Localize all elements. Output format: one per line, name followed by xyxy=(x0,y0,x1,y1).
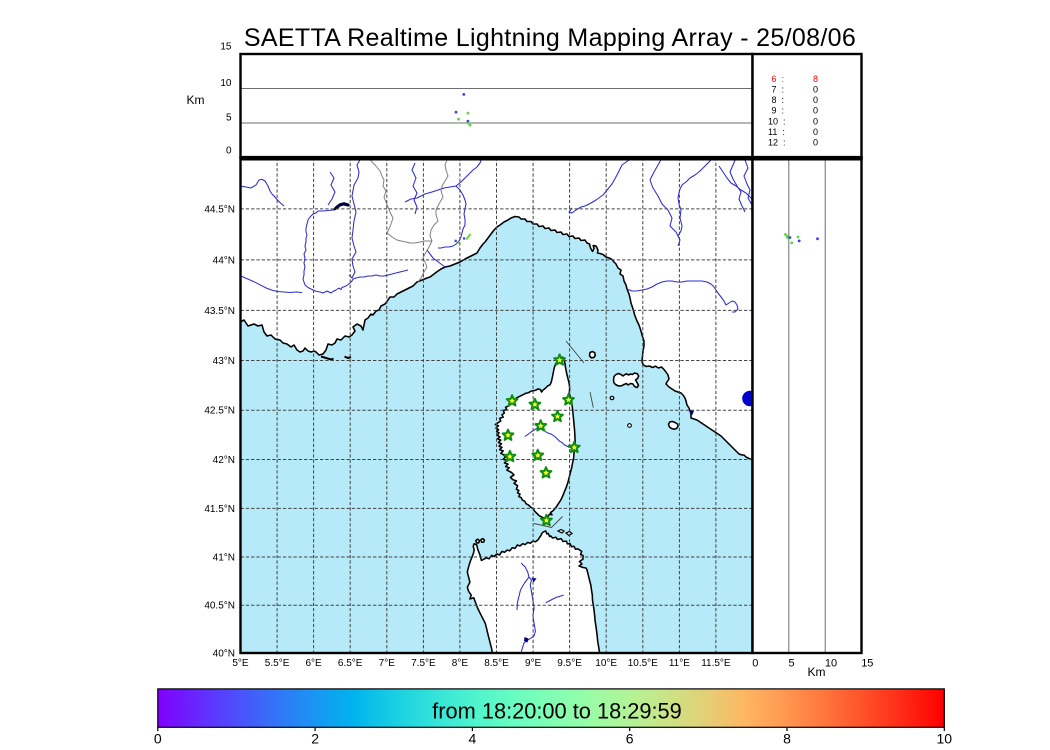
svg-text:15: 15 xyxy=(861,658,873,670)
svg-text:9.5°E: 9.5°E xyxy=(557,658,582,669)
svg-text:43.5°N: 43.5°N xyxy=(204,306,235,317)
svg-text:43°N: 43°N xyxy=(213,356,235,367)
svg-text:7°E: 7°E xyxy=(379,658,396,669)
svg-text:11 :: 11 : xyxy=(768,127,785,137)
svg-text:8 :: 8 : xyxy=(772,95,785,105)
svg-text:6 :: 6 : xyxy=(772,74,785,84)
svg-text:0: 0 xyxy=(226,146,232,157)
svg-text:8.5°E: 8.5°E xyxy=(484,658,509,669)
svg-text:0: 0 xyxy=(813,137,818,147)
svg-text:10 :: 10 : xyxy=(768,116,786,126)
svg-text:0: 0 xyxy=(154,731,162,747)
svg-text:9 :: 9 : xyxy=(772,106,785,116)
svg-text:0: 0 xyxy=(813,116,818,126)
svg-text:42.5°N: 42.5°N xyxy=(204,406,235,417)
svg-text:10°E: 10°E xyxy=(595,658,617,669)
svg-text:44.5°N: 44.5°N xyxy=(204,204,235,215)
svg-text:8: 8 xyxy=(813,74,818,84)
svg-text:8: 8 xyxy=(783,731,791,747)
svg-text:10: 10 xyxy=(220,78,232,89)
svg-text:5: 5 xyxy=(789,658,795,670)
svg-text:0: 0 xyxy=(813,95,818,105)
svg-text:15: 15 xyxy=(220,42,232,53)
svg-text:11.5°E: 11.5°E xyxy=(701,658,731,669)
svg-text:0: 0 xyxy=(813,127,818,137)
svg-text:Km: Km xyxy=(187,93,205,107)
svg-text:7.5°E: 7.5°E xyxy=(411,658,436,669)
svg-text:0: 0 xyxy=(813,85,818,95)
svg-text:6: 6 xyxy=(626,731,634,747)
svg-text:6.5°E: 6.5°E xyxy=(338,658,363,669)
svg-text:40.5°N: 40.5°N xyxy=(204,601,235,612)
svg-text:Km: Km xyxy=(808,665,826,679)
svg-text:5°E: 5°E xyxy=(232,658,249,669)
svg-text:0: 0 xyxy=(752,658,758,670)
svg-text:SAETTA Realtime Lightning Mapp: SAETTA Realtime Lightning Mapping Array … xyxy=(244,24,856,52)
svg-text:9°E: 9°E xyxy=(525,658,542,669)
svg-text:10: 10 xyxy=(937,731,953,747)
svg-text:5.5°E: 5.5°E xyxy=(265,658,290,669)
svg-text:7 :: 7 : xyxy=(772,85,785,95)
svg-text:5: 5 xyxy=(226,113,232,124)
svg-text:from 18:20:00 to 18:29:59: from 18:20:00 to 18:29:59 xyxy=(432,698,682,723)
svg-text:41.5°N: 41.5°N xyxy=(204,504,235,515)
svg-text:11°E: 11°E xyxy=(669,658,690,669)
svg-text:12 :: 12 : xyxy=(768,137,786,147)
svg-text:4: 4 xyxy=(469,731,477,747)
svg-text:10.5°E: 10.5°E xyxy=(628,658,658,669)
svg-text:2: 2 xyxy=(311,731,319,747)
svg-text:6°E: 6°E xyxy=(305,658,322,669)
svg-text:44°N: 44°N xyxy=(213,255,235,266)
svg-text:41°N: 41°N xyxy=(213,553,235,564)
svg-text:10: 10 xyxy=(825,658,837,670)
svg-text:8°E: 8°E xyxy=(452,658,469,669)
svg-text:42°N: 42°N xyxy=(213,455,235,466)
svg-text:0: 0 xyxy=(813,106,818,116)
svg-text:40°N: 40°N xyxy=(213,649,235,660)
